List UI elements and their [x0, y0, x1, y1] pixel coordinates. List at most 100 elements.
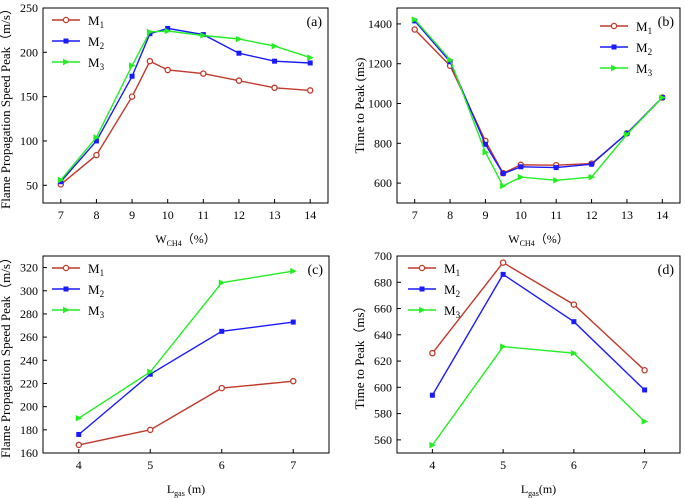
legend-label-main: M: [88, 282, 100, 297]
legend-label: M1: [444, 261, 460, 278]
y-axis-label: Time to Peak (ms): [352, 58, 367, 154]
legend-label: M3: [88, 303, 105, 320]
series-line: [78, 380, 294, 446]
legend-label: M3: [636, 61, 653, 78]
data-point: [411, 16, 419, 23]
x-tick-label: 6: [571, 458, 577, 472]
data-point: [146, 57, 154, 65]
series-line: [431, 261, 646, 371]
data-point: [589, 161, 595, 167]
series-line: [431, 345, 646, 446]
y-tick-label: 300: [20, 284, 38, 298]
data-point: [75, 415, 83, 422]
y-tick-label: 160: [20, 446, 38, 460]
legend-marker: [63, 58, 70, 66]
data-point: [75, 441, 83, 449]
data-point: [447, 56, 454, 63]
data-point: [147, 368, 154, 376]
y-axis-label: Flame Propagation Speed Peak（m/s）: [0, 2, 13, 209]
series-m1: [411, 26, 666, 177]
legend-marker: [610, 22, 618, 30]
data-point: [164, 27, 172, 35]
data-point: [271, 84, 278, 92]
data-point: [93, 138, 99, 144]
y-tick-label: 280: [20, 307, 38, 321]
legend-label-subscript: 3: [100, 310, 105, 320]
legend-label-main: M: [88, 261, 100, 276]
data-point: [218, 279, 226, 286]
legend-marker: [611, 44, 617, 50]
chart-panel-1: 7 8 9 10 11 12 13 1450100150200250WCH4（%）Flame …: [0, 1, 329, 248]
series-m3: [411, 16, 666, 190]
legend-label: M1: [636, 19, 652, 36]
series-m3: [429, 343, 649, 449]
legend-label: M2: [444, 282, 460, 299]
legend-marker: [62, 264, 70, 272]
x-tick-label: 12: [233, 208, 245, 222]
x-tick-label: 9: [129, 208, 135, 222]
x-axis-label-unit: (m): [539, 482, 556, 496]
y-axis-label: Flame Propagation Speed Peak（m/s）: [0, 251, 13, 458]
data-point: [57, 176, 65, 184]
legend-label-subscript: 2: [100, 289, 105, 299]
x-tick-label: 12: [586, 208, 598, 222]
y-tick-label: 180: [20, 423, 38, 437]
data-point: [447, 59, 453, 65]
series-m2: [76, 319, 296, 437]
x-axis-label: Lgas (m): [167, 482, 205, 498]
series-m2: [58, 25, 313, 185]
y-tick-label: 1400: [368, 17, 392, 31]
data-point: [482, 141, 488, 147]
legend-label-main: M: [88, 55, 100, 70]
y-axis-label: Time to Peak（ms）: [352, 299, 367, 409]
y-tick-label: 320: [20, 261, 38, 275]
legend-label: M1: [88, 13, 104, 30]
data-point: [235, 77, 243, 84]
x-axis-label: WCH4（%）: [508, 232, 568, 248]
legend-label-main: M: [444, 303, 456, 318]
series-m3: [75, 267, 297, 422]
data-point: [218, 384, 225, 392]
x-tick-label: 8: [93, 208, 99, 222]
x-tick-label: 5: [500, 458, 506, 472]
x-tick-label: 10: [162, 208, 174, 222]
data-point: [517, 173, 525, 181]
y-tick-label: 250: [20, 1, 38, 15]
series-m2: [429, 271, 648, 398]
data-point: [306, 87, 314, 94]
legend-label: M2: [88, 282, 104, 299]
plot-frame: [396, 255, 681, 454]
data-point: [429, 441, 436, 449]
x-axis-label-main: L: [167, 482, 174, 496]
x-axis-label: Lgas(m): [521, 482, 556, 498]
legend: M1 M2 M3: [600, 19, 653, 78]
x-tick-label: 4: [429, 458, 435, 472]
panel-label: (c): [307, 263, 323, 278]
data-point: [129, 73, 135, 79]
x-axis-label: WCH4（%）: [155, 232, 215, 248]
y-tick-label: 100: [20, 134, 38, 148]
legend-label-main: M: [88, 13, 100, 28]
y-tick-label: 580: [374, 407, 392, 421]
legend-label-subscript: 1: [648, 26, 653, 36]
x-axis-label-subscript: CH4: [167, 239, 182, 248]
x-tick-label: 4: [76, 458, 82, 472]
legend-marker: [611, 64, 618, 72]
legend-label: M2: [636, 40, 652, 57]
data-point: [147, 371, 153, 377]
data-point: [289, 377, 297, 385]
legend-label-subscript: 1: [100, 20, 105, 30]
legend-marker: [62, 16, 70, 24]
data-point: [659, 94, 666, 101]
y-tick-label: 640: [374, 328, 392, 342]
x-tick-label: 5: [147, 458, 153, 472]
data-point: [553, 165, 559, 171]
y-tick-label: 800: [374, 136, 392, 150]
y-tick-label: 200: [20, 400, 38, 414]
y-tick-label: 600: [374, 176, 392, 190]
data-point: [272, 58, 278, 64]
data-point: [58, 179, 64, 185]
data-point: [500, 182, 507, 190]
legend-marker: [418, 264, 426, 272]
legend-label: M2: [88, 34, 104, 51]
